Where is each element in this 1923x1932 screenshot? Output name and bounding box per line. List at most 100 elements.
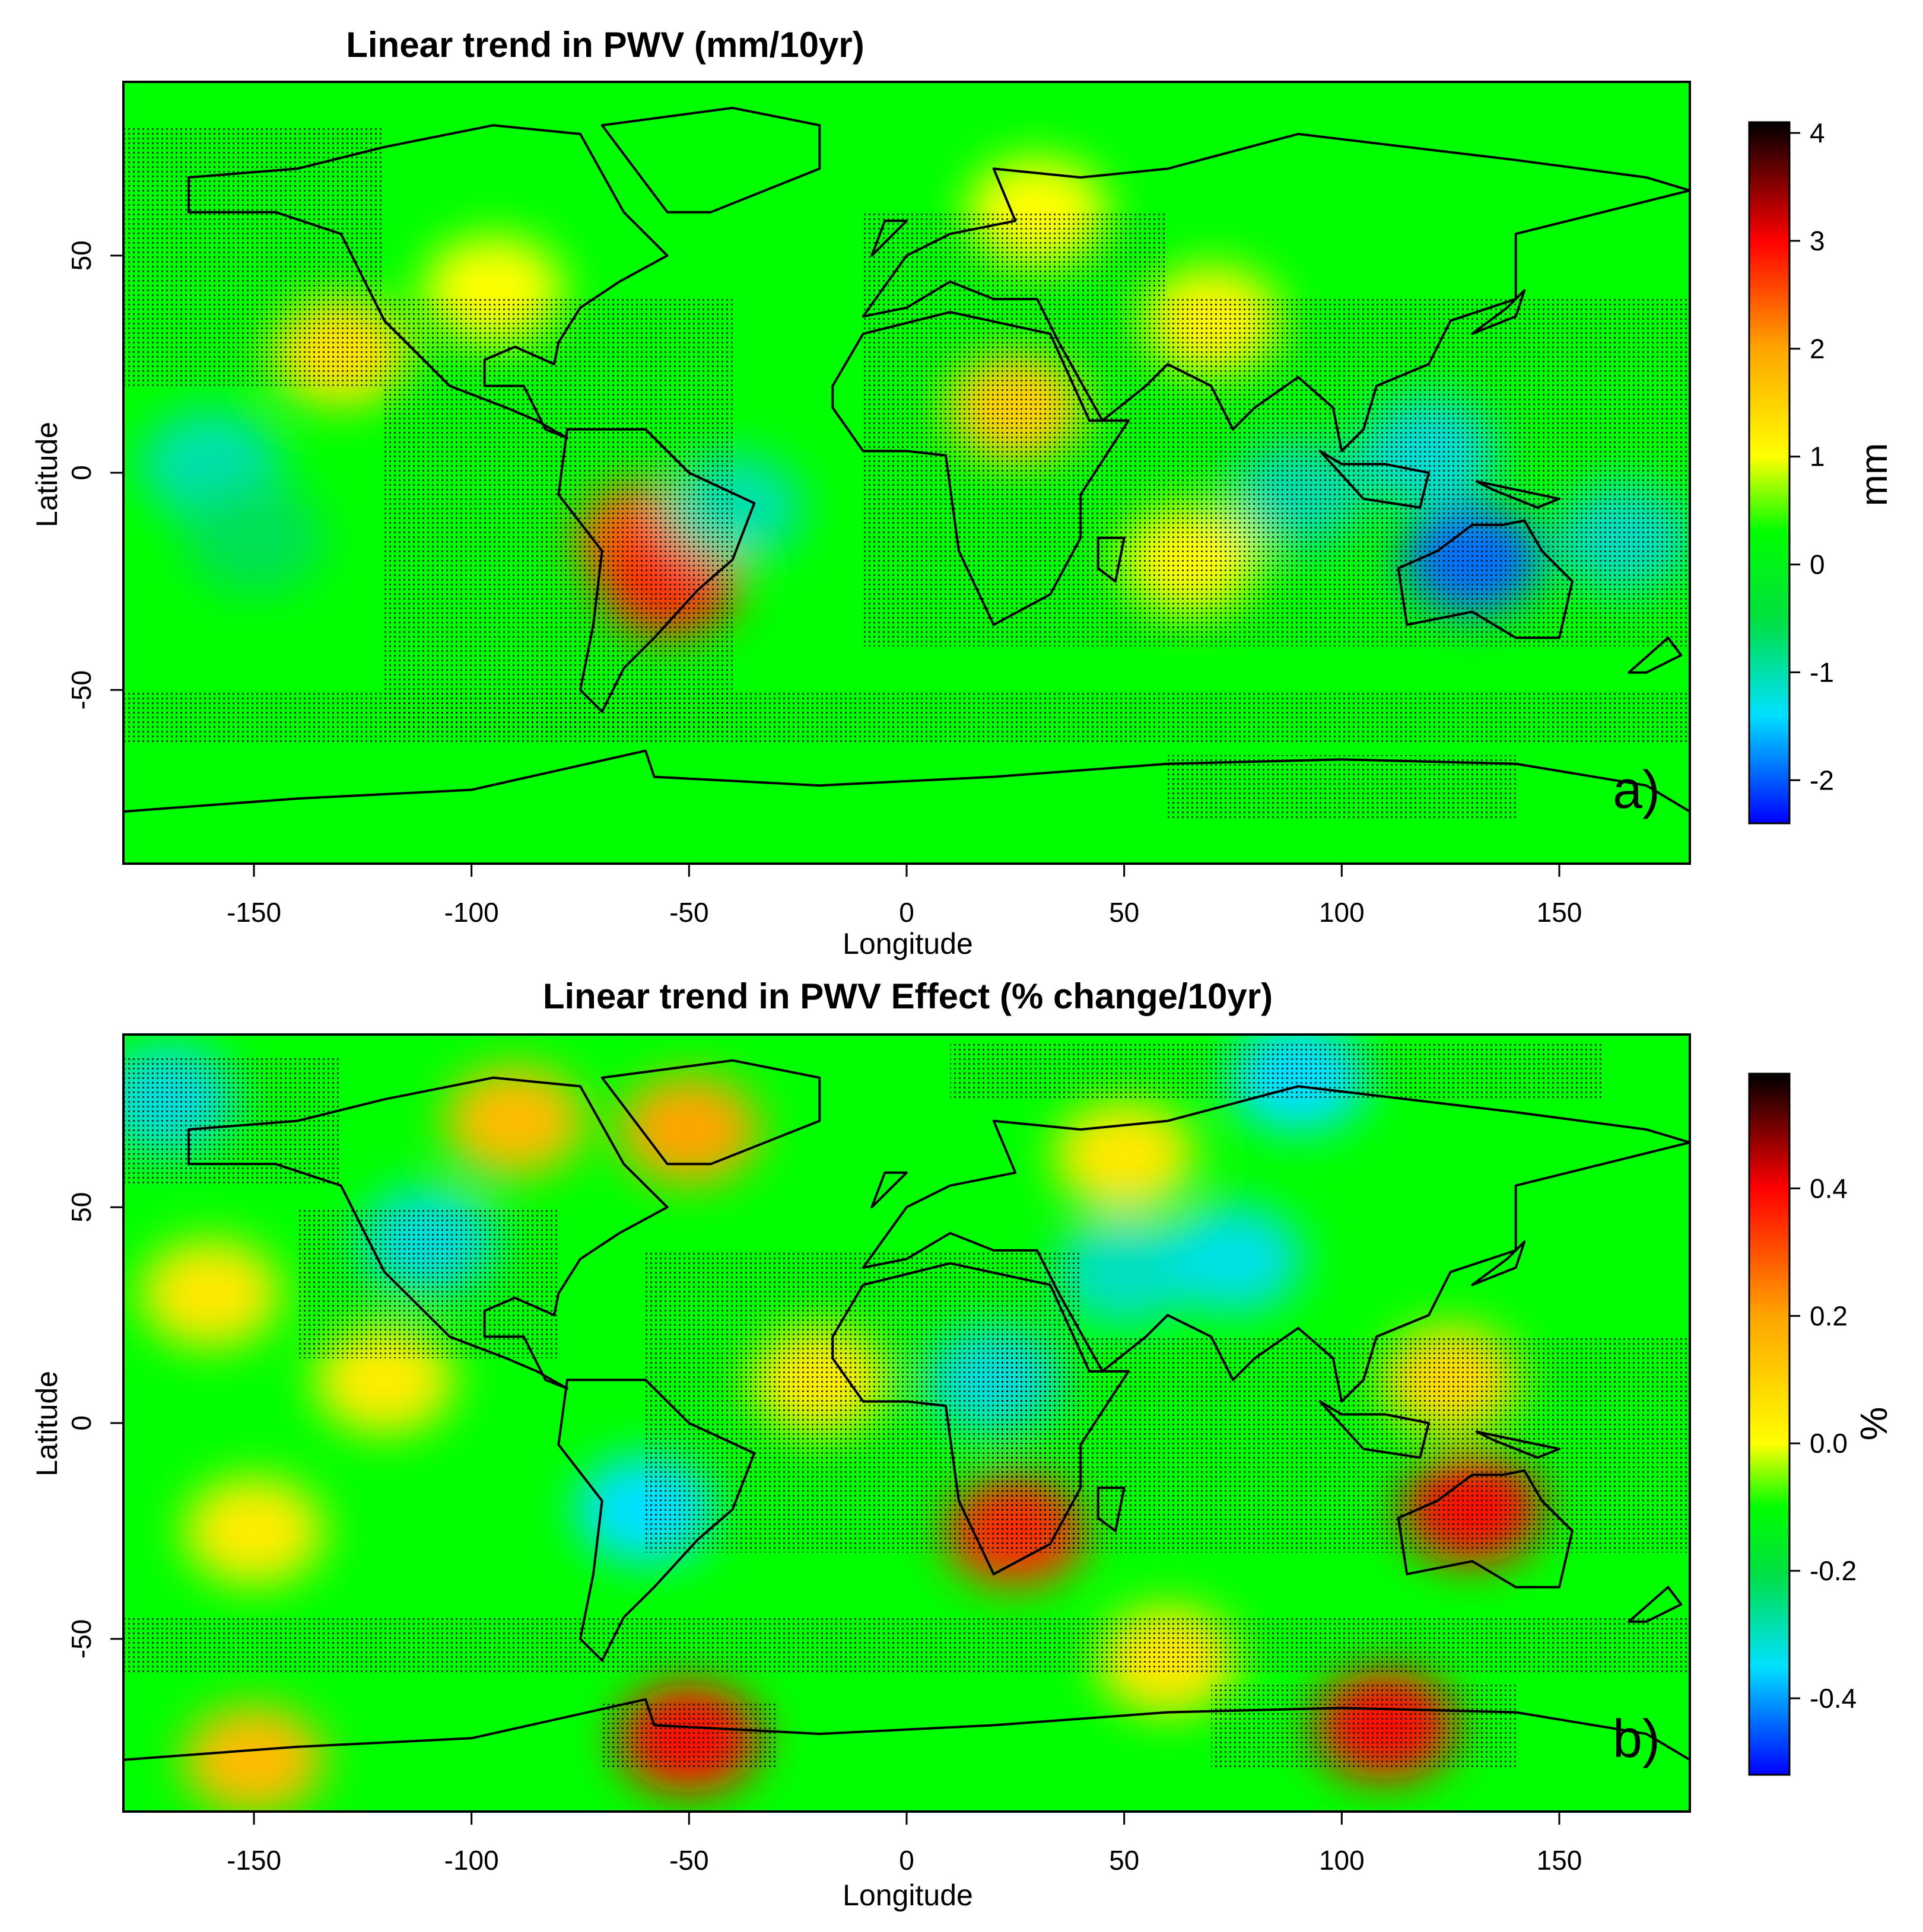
y-tick-label: 0 — [66, 1415, 97, 1431]
colorbar-tick-label: 0.4 — [1810, 1173, 1848, 1204]
anomaly-3 — [444, 1066, 586, 1176]
colorbar-tick-label: 1 — [1810, 441, 1825, 472]
coastline-9 — [1471, 1240, 1526, 1287]
map-a-x-ticks: -150 -100 -50 0 50 100 150 — [227, 864, 1582, 928]
chart-a-ylabel: Latitude — [30, 422, 63, 527]
coastline-0 — [187, 124, 669, 440]
coastline-11 — [1628, 1586, 1683, 1623]
panel-b-label: b) — [1613, 1710, 1660, 1769]
colorbar-tick-label: -2 — [1810, 765, 1834, 795]
coastline-10 — [870, 1171, 908, 1209]
x-tick-label: 0 — [899, 897, 914, 928]
chart-a-title: Linear trend in PWV (mm/10yr) — [346, 25, 864, 65]
colorbar-a: -2 -1 0 1 2 3 4 — [1748, 117, 1834, 825]
colorbar-tick-label: -0.2 — [1810, 1555, 1857, 1586]
chart-a-xlabel: Longitude — [843, 927, 973, 960]
coastline-12 — [1096, 1487, 1126, 1532]
colorbar-b: -0.4 -0.2 0.0 0.2 0.4 — [1748, 1072, 1857, 1776]
panel-a: Linear trend in PWV (mm/10yr) -150 -1 0 0 -5… — [30, 25, 1895, 960]
stipple-region-4 — [123, 690, 1690, 742]
x-tick-label: 150 — [1537, 1845, 1582, 1876]
stipple-region-4 — [993, 1336, 1690, 1553]
x-tick-label: -100 — [444, 1845, 499, 1876]
anomaly-12 — [1162, 1204, 1304, 1314]
coastline-1 — [557, 1379, 756, 1662]
colorbar-tick-label: 0 — [1810, 549, 1825, 580]
stipple-region-0 — [123, 1056, 341, 1186]
anomaly-6 — [183, 483, 325, 593]
coastline-10 — [870, 219, 908, 257]
coastline-7 — [1318, 1400, 1430, 1459]
panel-a-label: a) — [1613, 760, 1660, 820]
coastline-6 — [123, 749, 1690, 864]
x-tick-label: 150 — [1537, 897, 1582, 928]
coastline-3 — [862, 1085, 1690, 1403]
colorbar-tick-label: 4 — [1810, 117, 1825, 148]
coastline-12 — [1096, 536, 1126, 583]
stipple-region-2 — [297, 1207, 559, 1358]
coastline-7 — [1318, 450, 1430, 509]
y-tick-label: -50 — [66, 1619, 97, 1659]
anomaly-2 — [183, 1476, 325, 1586]
y-tick-label: 50 — [66, 1192, 97, 1223]
coastline-4 — [831, 1262, 1130, 1575]
stipple-region-5 — [123, 1617, 1690, 1674]
coastline-1 — [557, 428, 756, 713]
stipple-region-1 — [950, 1043, 1603, 1100]
x-tick-label: -50 — [669, 1845, 708, 1876]
stipple-region-5 — [1168, 755, 1516, 820]
anomaly-0 — [139, 1239, 281, 1348]
coastline-2 — [600, 106, 821, 214]
anomaly-13 — [1053, 1101, 1195, 1210]
colorbar-tick-label: 3 — [1810, 225, 1825, 256]
map-b-y-ticks: -50 0 50 — [66, 1192, 123, 1659]
x-tick-label: 0 — [899, 1845, 914, 1876]
x-tick-label: -50 — [669, 897, 708, 928]
coastline-6 — [123, 1698, 1690, 1812]
coastline-2 — [600, 1059, 821, 1166]
anomaly-19 — [183, 1705, 325, 1812]
colorbar-tick-label: 0.0 — [1810, 1428, 1848, 1459]
map-a — [122, 81, 1691, 865]
y-tick-label: 50 — [66, 240, 97, 270]
coastline-0 — [187, 1076, 669, 1390]
coastline-8 — [1475, 1430, 1560, 1459]
colorbar-tick-label: 0.2 — [1810, 1300, 1848, 1331]
map-b — [122, 1033, 1691, 1813]
coastline-4 — [831, 311, 1130, 626]
coastline-9 — [1471, 289, 1526, 335]
x-tick-label: 100 — [1319, 897, 1365, 928]
map-b-x-ticks: -150 -100 -50 0 50 100 150 — [227, 1812, 1582, 1876]
chart-b-title: Linear trend in PWV Effect (% change/10y… — [543, 976, 1273, 1016]
y-tick-label: 0 — [66, 465, 97, 480]
anomaly-11 — [1053, 1217, 1195, 1326]
map-b-stippling — [123, 1043, 1690, 1769]
stipple-region-1 — [384, 299, 733, 734]
x-tick-label: -150 — [227, 1845, 281, 1876]
anomaly-4 — [618, 1075, 760, 1184]
chart-b-ylabel: Latitude — [30, 1371, 63, 1476]
colorbar-tick-label: -1 — [1810, 657, 1834, 688]
map-a-stippling — [123, 125, 1690, 820]
x-tick-label: -150 — [227, 897, 281, 928]
map-a-y-ticks: -50 0 50 — [66, 240, 123, 709]
coastline-3 — [862, 132, 1690, 453]
stipple-region-7 — [1211, 1682, 1516, 1769]
map-a-coastlines — [123, 106, 1690, 864]
coastline-5 — [1397, 1469, 1574, 1589]
colorbar-a-label: mm — [1852, 443, 1895, 507]
coastline-11 — [1628, 636, 1683, 674]
panel-b: Linear trend in PWV Effect (% change/10y… — [30, 976, 1895, 1912]
stipple-region-0 — [123, 125, 384, 386]
colorbar-scale — [1748, 121, 1791, 825]
chart-b-xlabel: Longitude — [843, 1879, 973, 1912]
colorbar-tick-label: 2 — [1810, 333, 1825, 364]
x-tick-label: 50 — [1109, 897, 1139, 928]
coastline-8 — [1475, 480, 1560, 509]
map-b-coastlines — [123, 1059, 1690, 1812]
stipple-region-6 — [602, 1704, 776, 1769]
x-tick-label: 50 — [1109, 1845, 1139, 1876]
coastline-5 — [1397, 519, 1574, 639]
colorbar-tick-label: -0.4 — [1810, 1683, 1857, 1714]
x-tick-label: 100 — [1319, 1845, 1365, 1876]
